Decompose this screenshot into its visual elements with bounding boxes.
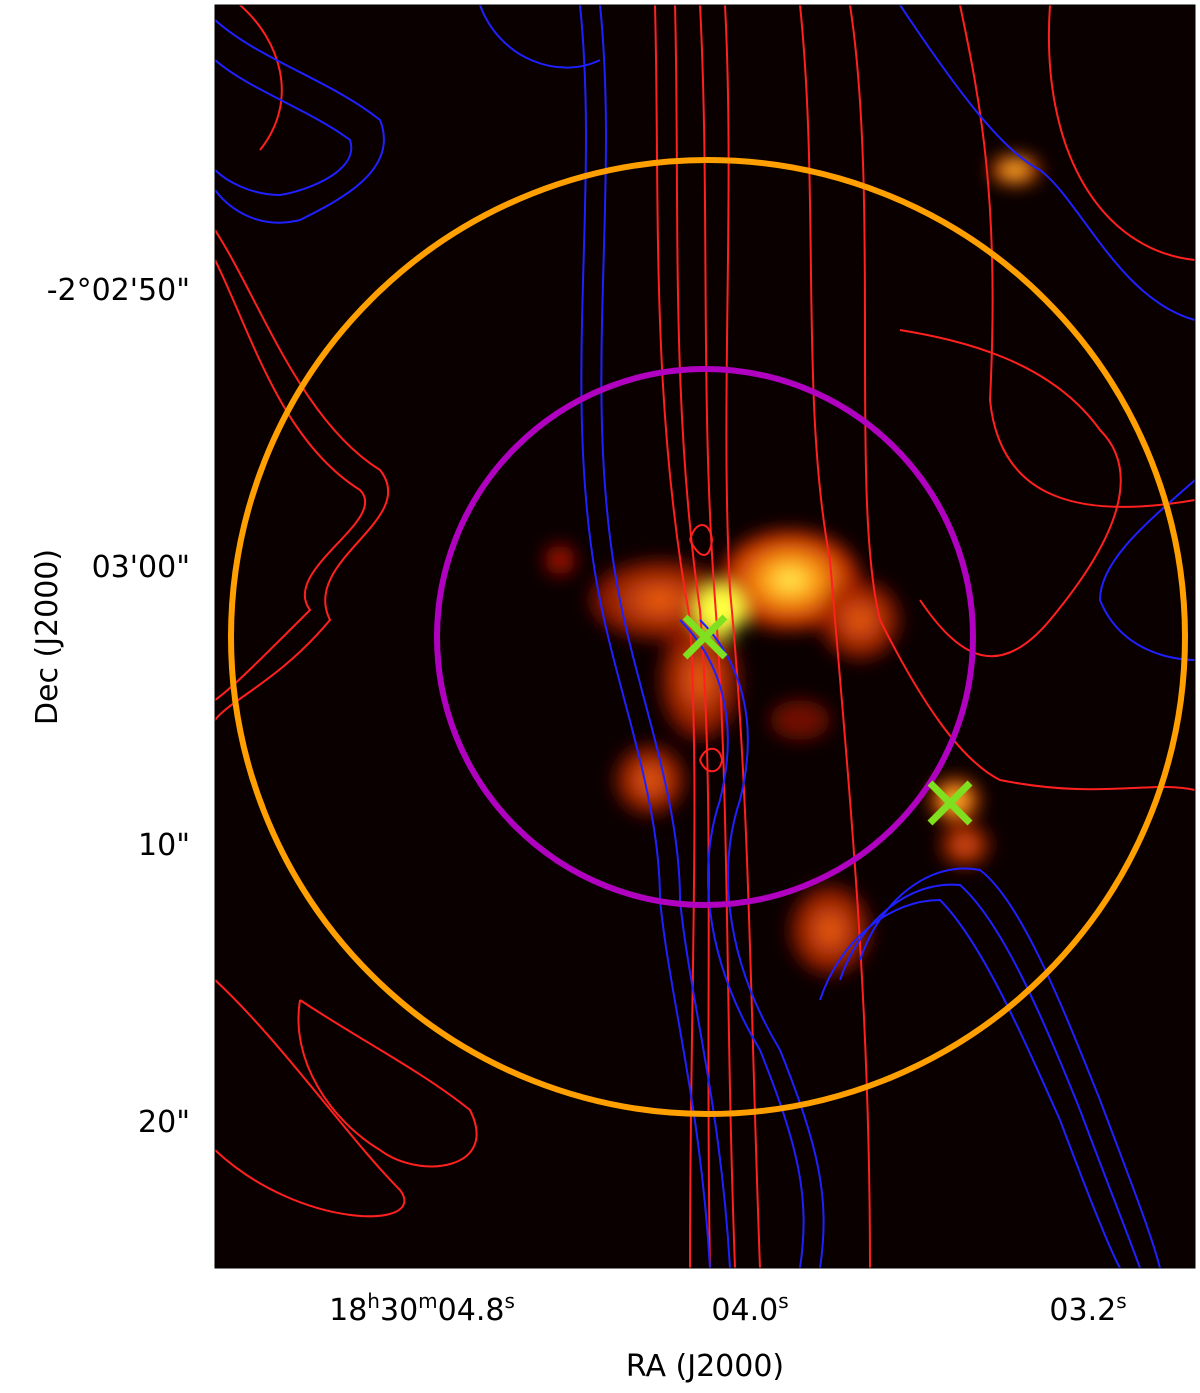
x-tick-label: 03.2s [1049,1289,1126,1328]
tick-part: 18 [329,1293,367,1328]
x-tick-label: 18h30m04.8s [329,1289,515,1328]
tick-part: h [367,1289,380,1313]
y-tick-label: 10" [138,828,190,863]
outer-circle [228,157,1188,1117]
y-tick-label: 20" [138,1105,190,1140]
x-tick-label: 04.0s [711,1289,788,1328]
tick-part: 30 [380,1293,418,1328]
tick-part: s [504,1289,514,1313]
source-markers [682,614,973,826]
y-tick-label: -2°02'50" [47,273,190,308]
image [215,5,1195,1268]
tick-part: m [418,1289,437,1313]
x-axis-label: RA (J2000) [626,1349,784,1384]
red-contours [215,5,1195,1268]
tick-part: 04.8 [438,1293,505,1328]
frame [214,4,1196,1269]
tick-part: 04.0 [711,1293,778,1328]
blue-contours [215,5,1195,1268]
inner-circle [434,366,976,908]
y-tick-label: 03'00" [92,550,190,585]
tick-part: s [1116,1289,1126,1313]
tick-part: 03.2 [1049,1293,1116,1328]
tick-part: s [778,1289,788,1313]
y-axis-label: Dec (J2000) [30,549,65,725]
